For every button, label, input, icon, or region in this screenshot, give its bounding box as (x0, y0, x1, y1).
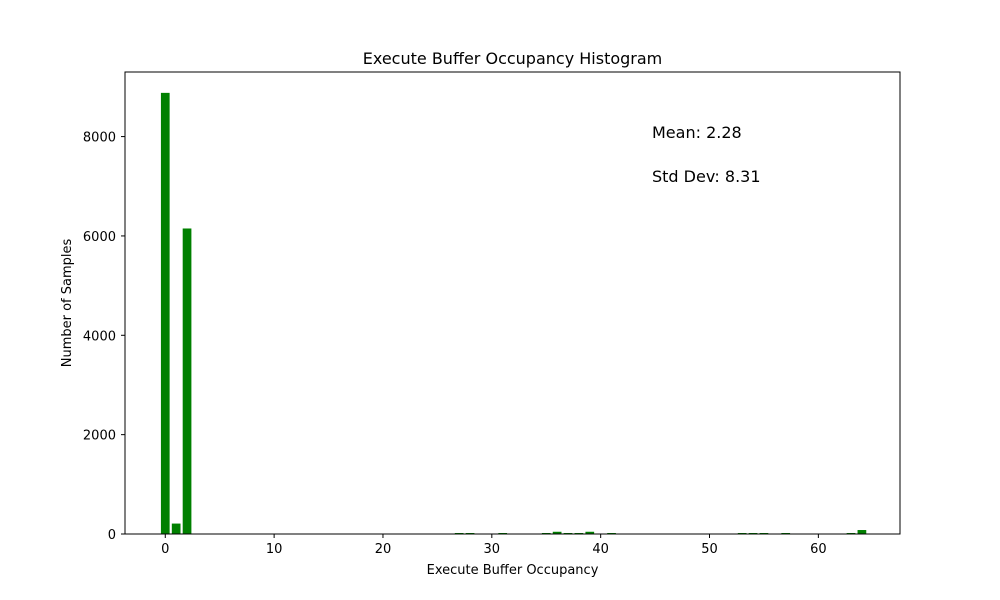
x-tick-label-60: 60 (810, 542, 827, 557)
x-tick-label-20: 20 (375, 542, 392, 557)
bar-0 (160, 92, 170, 535)
bar-39 (585, 531, 595, 534)
mean-annotation: Mean: 2.28 (652, 123, 742, 142)
x-tick-label-50: 50 (701, 542, 718, 557)
bar-1 (171, 523, 181, 534)
y-tick-label-2000: 2000 (83, 429, 116, 444)
bar-64 (857, 530, 867, 534)
y-tick-label-8000: 8000 (83, 131, 116, 146)
x-axis-ticks: 0 10 20 30 40 50 60 (161, 534, 827, 557)
y-tick-label-0: 0 (108, 528, 116, 543)
bar-36 (552, 531, 562, 534)
y-tick-label-4000: 4000 (83, 329, 116, 344)
x-tick-label-40: 40 (592, 542, 609, 557)
x-axis-label: Execute Buffer Occupancy (427, 563, 599, 578)
bar-2 (182, 228, 192, 534)
plot-frame (124, 71, 901, 535)
chart-title: Execute Buffer Occupancy Histogram (363, 49, 663, 68)
bars-group (160, 92, 867, 535)
x-tick-label-0: 0 (161, 542, 169, 557)
y-axis-label: Number of Samples (60, 239, 75, 368)
x-tick-label-10: 10 (266, 542, 283, 557)
y-axis-ticks: 0 2000 4000 6000 8000 (83, 131, 125, 543)
y-tick-label-6000: 6000 (83, 230, 116, 245)
std-dev-annotation: Std Dev: 8.31 (652, 167, 761, 186)
x-tick-label-30: 30 (484, 542, 501, 557)
